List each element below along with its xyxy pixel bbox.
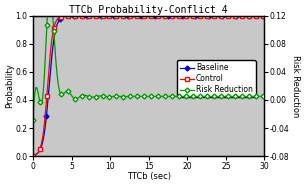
- Risk Reduction: [186, 95, 190, 98]
- Baseline: [168, 15, 172, 17]
- X-axis label: TTCb (sec): TTCb (sec): [127, 172, 171, 181]
- Line: Control: Control: [31, 14, 266, 157]
- Baseline: [31, 155, 35, 157]
- Control: [72, 15, 76, 17]
- Control: [263, 15, 266, 17]
- Baseline: [91, 15, 94, 17]
- Control: [168, 15, 172, 17]
- Risk Reduction: [136, 95, 140, 98]
- Y-axis label: Probability: Probability: [5, 64, 14, 108]
- Control: [206, 15, 210, 17]
- Risk Reduction: [168, 95, 172, 98]
- Line: Baseline: Baseline: [31, 14, 266, 157]
- Control: [144, 15, 147, 17]
- Title: TTCb Probability-Conflict 4: TTCb Probability-Conflict 4: [69, 5, 228, 15]
- Control: [186, 15, 190, 17]
- Baseline: [186, 15, 190, 17]
- Y-axis label: Risk Reduction: Risk Reduction: [291, 55, 300, 117]
- Risk Reduction: [206, 95, 210, 98]
- Baseline: [72, 15, 76, 17]
- Baseline: [136, 15, 139, 17]
- Risk Reduction: [31, 119, 35, 121]
- Control: [31, 155, 35, 157]
- Line: Risk Reduction: Risk Reduction: [31, 0, 266, 122]
- Legend: Baseline, Control, Risk Reduction: Baseline, Control, Risk Reduction: [177, 60, 256, 97]
- Control: [91, 15, 94, 17]
- Risk Reduction: [91, 96, 95, 98]
- Control: [136, 15, 139, 17]
- Baseline: [157, 15, 160, 17]
- Baseline: [206, 15, 210, 17]
- Baseline: [263, 15, 266, 17]
- Risk Reduction: [263, 95, 266, 98]
- Risk Reduction: [73, 97, 76, 100]
